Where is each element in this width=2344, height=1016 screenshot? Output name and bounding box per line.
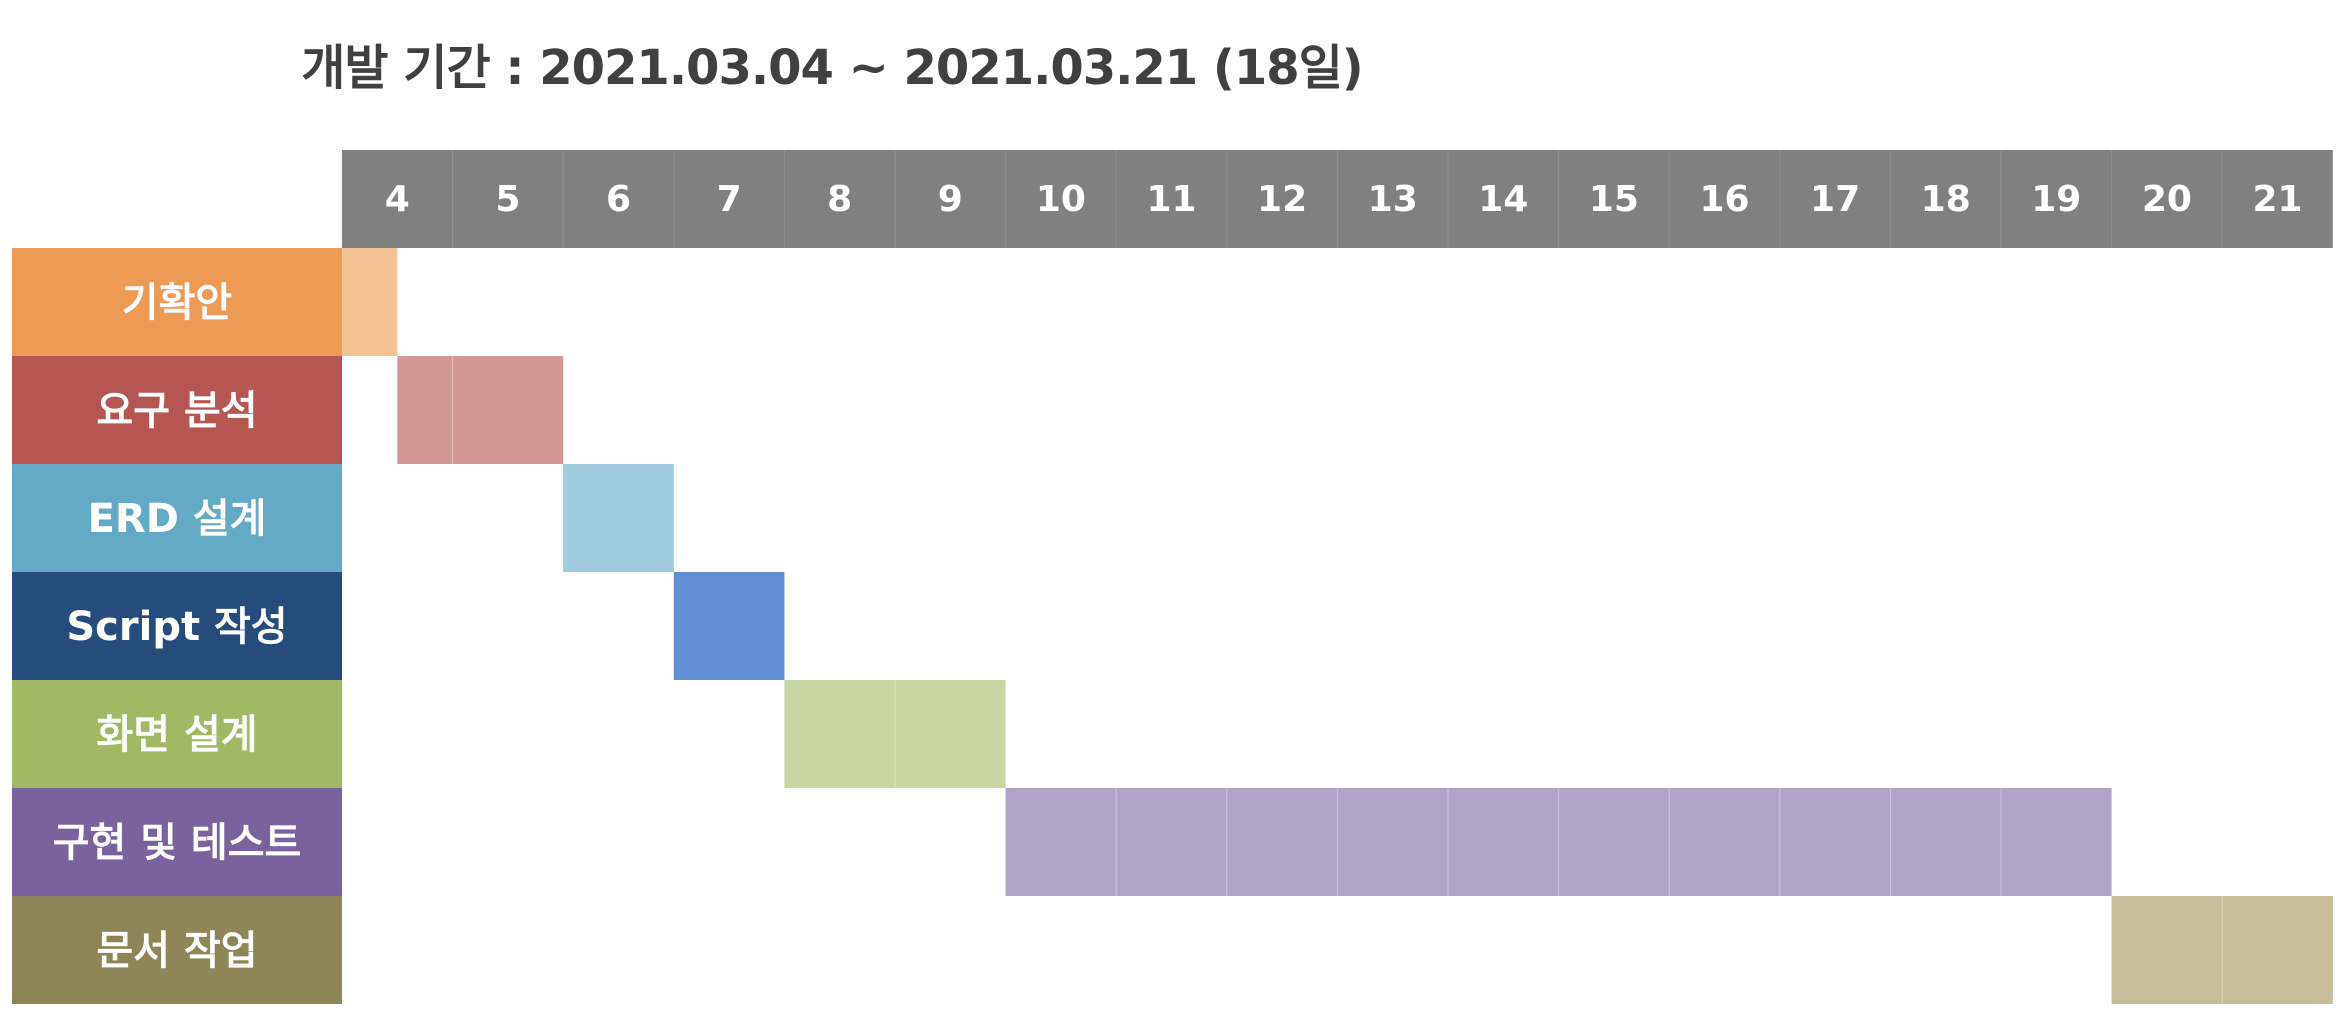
day-label-4: 4 bbox=[385, 179, 410, 220]
task-label: 요구 분석 bbox=[96, 388, 257, 434]
task-label-cell bbox=[12, 248, 342, 356]
day-label-21: 21 bbox=[2252, 179, 2302, 220]
task-bar bbox=[397, 356, 564, 464]
task-bar bbox=[563, 464, 674, 572]
task-bar bbox=[342, 248, 398, 356]
task-bar bbox=[2111, 896, 2333, 1004]
day-label-17: 17 bbox=[1810, 179, 1860, 220]
task-bar bbox=[1005, 788, 2112, 896]
task-label: Script 작성 bbox=[66, 604, 287, 650]
task-label: 구현 및 테스트 bbox=[53, 820, 302, 866]
task-label: 기확안 bbox=[122, 280, 233, 326]
day-label-16: 16 bbox=[1699, 179, 1749, 220]
task-label-cell bbox=[12, 788, 342, 896]
day-label-15: 15 bbox=[1589, 179, 1639, 220]
day-label-19: 19 bbox=[2031, 179, 2081, 220]
day-label-6: 6 bbox=[606, 179, 631, 220]
day-label-14: 14 bbox=[1478, 179, 1528, 220]
task-label-cell bbox=[12, 572, 342, 680]
task-bar bbox=[784, 680, 1006, 788]
task-label: ERD 설계 bbox=[88, 496, 267, 542]
task-label: 화면 설계 bbox=[96, 712, 257, 758]
task-label-cell bbox=[12, 896, 342, 1004]
chart-title: 개발 기간 : 2021.03.04 ~ 2021.03.21 (18일) bbox=[301, 40, 1363, 96]
task-label-cell bbox=[12, 464, 342, 572]
day-label-5: 5 bbox=[495, 179, 520, 220]
day-label-13: 13 bbox=[1368, 179, 1418, 220]
day-label-10: 10 bbox=[1036, 179, 1086, 220]
day-label-8: 8 bbox=[827, 179, 852, 220]
day-label-9: 9 bbox=[938, 179, 963, 220]
day-label-7: 7 bbox=[717, 179, 742, 220]
day-label-18: 18 bbox=[1921, 179, 1971, 220]
day-label-11: 11 bbox=[1146, 179, 1196, 220]
day-label-12: 12 bbox=[1257, 179, 1307, 220]
task-label-cell bbox=[12, 356, 342, 464]
task-label: 문서 작업 bbox=[96, 928, 257, 974]
task-label-cell bbox=[12, 680, 342, 788]
task-bar bbox=[673, 572, 785, 680]
day-label-20: 20 bbox=[2142, 179, 2192, 220]
